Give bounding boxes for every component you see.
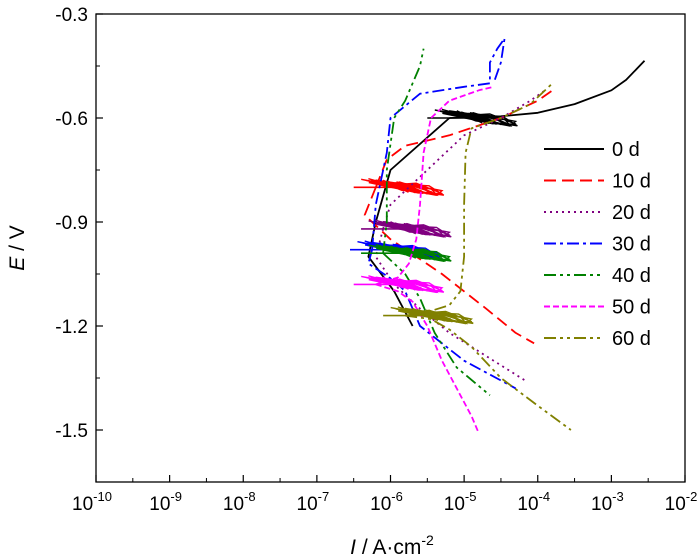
x-tick-label: 10-9	[149, 489, 182, 515]
anodic-branch	[375, 85, 494, 286]
noise-band	[368, 243, 452, 263]
x-tick-label: 10-5	[444, 489, 477, 515]
x-tick-label: 10-6	[370, 489, 403, 515]
legend-label: 50 d	[612, 297, 651, 319]
y-tick-label: -0.9	[55, 213, 88, 234]
anodic-branch	[449, 60, 646, 119]
noise-band	[361, 178, 445, 197]
x-tick-label: 10-8	[223, 489, 256, 515]
y-tick-label: -0.3	[55, 5, 88, 26]
noise-band	[361, 275, 445, 294]
x-axis: 10-10 10-9 10-8 10-7 10-6 10-5 10-4 10-3 10-2	[72, 475, 697, 515]
legend-label: 60 d	[612, 328, 651, 350]
series-40-d	[361, 48, 491, 396]
anodic-branch	[405, 82, 554, 317]
series-60-d	[383, 82, 572, 431]
cathodic-branch	[367, 249, 517, 390]
series-50-d	[353, 85, 494, 434]
x-tick-label: 10-4	[517, 489, 550, 515]
curves-group	[350, 37, 646, 434]
noise-band	[368, 219, 452, 238]
cathodic-branch	[375, 283, 480, 434]
legend: 0 d 10 d 20 d 30 d 40 d 50 d 60 d	[544, 139, 651, 350]
y-tick-label: -1.5	[55, 421, 88, 442]
y-axis: -0.3 -0.6 -0.9 -1.2 -1.5	[55, 5, 103, 442]
x-axis-label: I / A·cm-2	[350, 532, 434, 559]
series-20-d	[361, 89, 546, 383]
anodic-branch	[382, 89, 546, 230]
y-tick-label: -1.2	[55, 317, 88, 338]
noise-band	[390, 306, 474, 325]
legend-label: 20 d	[612, 202, 651, 224]
legend-label: 0 d	[612, 139, 640, 161]
series-30-d	[350, 37, 517, 390]
cathodic-branch	[363, 186, 535, 345]
x-tick-label: 10-10	[72, 489, 112, 515]
y-tick-label: -0.6	[55, 109, 88, 130]
cathodic-branch	[382, 252, 491, 396]
legend-label: 10 d	[612, 171, 651, 193]
legend-label: 40 d	[612, 265, 651, 287]
y-axis-label: E / V	[6, 225, 29, 271]
x-tick-label: 10-3	[591, 489, 624, 515]
x-tick-label: 10-7	[297, 489, 330, 515]
cathodic-branch	[374, 228, 528, 383]
x-tick-label: 10-2	[665, 489, 698, 515]
anodic-branch	[371, 37, 506, 250]
anodic-branch	[382, 48, 425, 254]
anodic-branch	[374, 89, 554, 188]
series-10-d	[353, 89, 554, 345]
legend-label: 30 d	[612, 234, 651, 256]
